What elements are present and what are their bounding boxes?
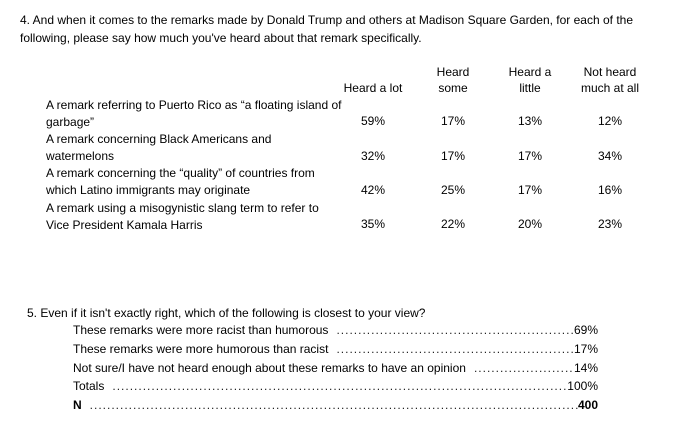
column-header-label: Not heard much at all	[580, 65, 640, 95]
dot-leader	[112, 377, 567, 395]
table-row-label: A remark concerning Black Americans and …	[46, 132, 272, 163]
answer-value: 17%	[573, 342, 598, 356]
question-4-text: 4. And when it comes to the remarks made…	[20, 13, 634, 45]
question-5-text: 5. Even if it isn't exactly right, which…	[27, 306, 426, 320]
column-header-heard-a-lot: Heard a lot	[343, 81, 403, 95]
answer-value: 400	[577, 398, 598, 412]
sample-size-row: N 400	[73, 396, 598, 414]
table-cell: 17%	[440, 114, 466, 128]
table-cell: 17%	[517, 149, 543, 163]
table-row-label: A remark using a misogynistic slang term…	[46, 201, 319, 232]
table-row-label: A remark concerning the “quality” of cou…	[46, 166, 315, 197]
answer-value: 100%	[567, 379, 598, 393]
table-row-label: A remark referring to Puerto Rico as “a …	[46, 98, 342, 129]
table-cell: 12%	[597, 114, 623, 128]
table-cell: 16%	[597, 183, 623, 197]
table-cell: 17%	[440, 149, 466, 163]
table-cell: 13%	[517, 114, 543, 128]
column-header-label: Heard some	[436, 65, 470, 95]
dot-leader	[474, 359, 574, 377]
answer-item: These remarks were more humorous than ra…	[73, 340, 598, 358]
column-header-not-heard-much: Not heard much at all	[565, 64, 655, 96]
answer-item: Not sure/I have not heard enough about t…	[73, 359, 598, 377]
dot-leader	[336, 321, 574, 339]
column-header-heard-a-little: Heard a little	[485, 64, 575, 96]
table-cell: 22%	[440, 217, 466, 231]
table-cell: 17%	[517, 183, 543, 197]
table-cell: 23%	[597, 217, 623, 231]
answer-value: 69%	[573, 323, 598, 337]
table-cell: 35%	[360, 217, 386, 231]
table-cell: 59%	[360, 114, 386, 128]
table-cell: 34%	[597, 149, 623, 163]
answer-item: These remarks were more racist than humo…	[73, 321, 598, 339]
answer-label: Not sure/I have not heard enough about t…	[73, 361, 466, 375]
table-cell: 42%	[360, 183, 386, 197]
table-cell: 25%	[440, 183, 466, 197]
table-cell: 32%	[360, 149, 386, 163]
dot-leader	[336, 340, 574, 358]
answer-label: These remarks were more racist than humo…	[73, 323, 329, 337]
answer-label: N	[73, 398, 82, 412]
answer-label: These remarks were more humorous than ra…	[73, 342, 329, 356]
column-header-label: Heard a little	[508, 65, 552, 95]
totals-row: Totals 100%	[73, 377, 598, 395]
answer-label: Totals	[73, 379, 105, 393]
table-cell: 20%	[517, 217, 543, 231]
dot-leader	[90, 396, 578, 414]
answer-value: 14%	[573, 361, 598, 375]
column-header-heard-some: Heard some	[408, 64, 498, 96]
